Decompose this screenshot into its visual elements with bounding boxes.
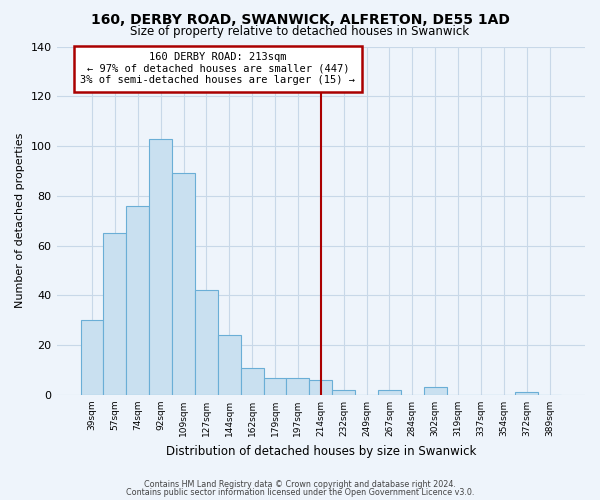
Bar: [310, 380, 332, 395]
Bar: [241, 368, 263, 395]
Text: 160 DERBY ROAD: 213sqm
← 97% of detached houses are smaller (447)
3% of semi-det: 160 DERBY ROAD: 213sqm ← 97% of detached…: [80, 52, 355, 86]
Bar: [149, 138, 172, 395]
Text: Contains public sector information licensed under the Open Government Licence v3: Contains public sector information licen…: [126, 488, 474, 497]
X-axis label: Distribution of detached houses by size in Swanwick: Distribution of detached houses by size …: [166, 444, 476, 458]
Text: Size of property relative to detached houses in Swanwick: Size of property relative to detached ho…: [130, 25, 470, 38]
Text: 160, DERBY ROAD, SWANWICK, ALFRETON, DE55 1AD: 160, DERBY ROAD, SWANWICK, ALFRETON, DE5…: [91, 12, 509, 26]
Bar: [172, 174, 195, 395]
Bar: [127, 206, 149, 395]
Bar: [218, 335, 241, 395]
Bar: [378, 390, 401, 395]
Bar: [515, 392, 538, 395]
Text: Contains HM Land Registry data © Crown copyright and database right 2024.: Contains HM Land Registry data © Crown c…: [144, 480, 456, 489]
Bar: [424, 388, 446, 395]
Bar: [263, 378, 286, 395]
Bar: [80, 320, 103, 395]
Bar: [195, 290, 218, 395]
Bar: [332, 390, 355, 395]
Y-axis label: Number of detached properties: Number of detached properties: [15, 133, 25, 308]
Bar: [286, 378, 310, 395]
Bar: [103, 233, 127, 395]
